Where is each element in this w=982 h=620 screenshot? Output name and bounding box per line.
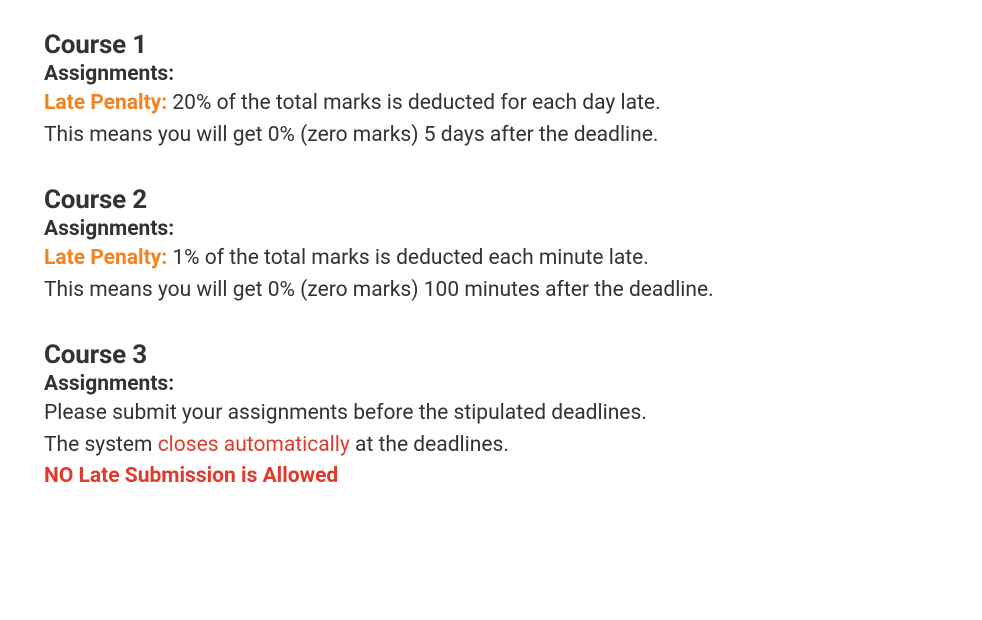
course-3-line2: The system closes automatically at the d… <box>44 430 938 462</box>
course-2-explain-text: This means you will get 0% (zero marks) … <box>44 275 938 307</box>
course-3-line2-suffix: at the deadlines. <box>350 433 509 457</box>
course-3-assignments-label: Assignments: <box>44 372 938 396</box>
no-late-submission-text: NO Late Submission is Allowed <box>44 461 938 493</box>
course-2-penalty-line: Late Penalty: 1% of the total marks is d… <box>44 243 938 275</box>
course-2-penalty-text: 1% of the total marks is deducted each m… <box>167 246 649 270</box>
course-1-penalty-line: Late Penalty: 20% of the total marks is … <box>44 88 938 120</box>
course-2-assignments-label: Assignments: <box>44 217 938 241</box>
late-penalty-label: Late Penalty: <box>44 246 167 270</box>
course-1-explain-text: This means you will get 0% (zero marks) … <box>44 120 938 152</box>
course-1-title: Course 1 <box>44 30 938 60</box>
course-3-line2-prefix: The system <box>44 433 158 457</box>
course-block-1: Course 1 Assignments: Late Penalty: 20% … <box>44 30 938 151</box>
course-3-line1: Please submit your assignments before th… <box>44 398 938 430</box>
closes-automatically-text: closes automatically <box>158 433 350 457</box>
page-content: Course 1 Assignments: Late Penalty: 20% … <box>0 0 982 557</box>
course-1-assignments-label: Assignments: <box>44 62 938 86</box>
course-3-title: Course 3 <box>44 340 938 370</box>
late-penalty-label: Late Penalty: <box>44 91 167 115</box>
course-1-penalty-text: 20% of the total marks is deducted for e… <box>167 91 660 115</box>
course-block-2: Course 2 Assignments: Late Penalty: 1% o… <box>44 185 938 306</box>
course-2-title: Course 2 <box>44 185 938 215</box>
course-block-3: Course 3 Assignments: Please submit your… <box>44 340 938 493</box>
